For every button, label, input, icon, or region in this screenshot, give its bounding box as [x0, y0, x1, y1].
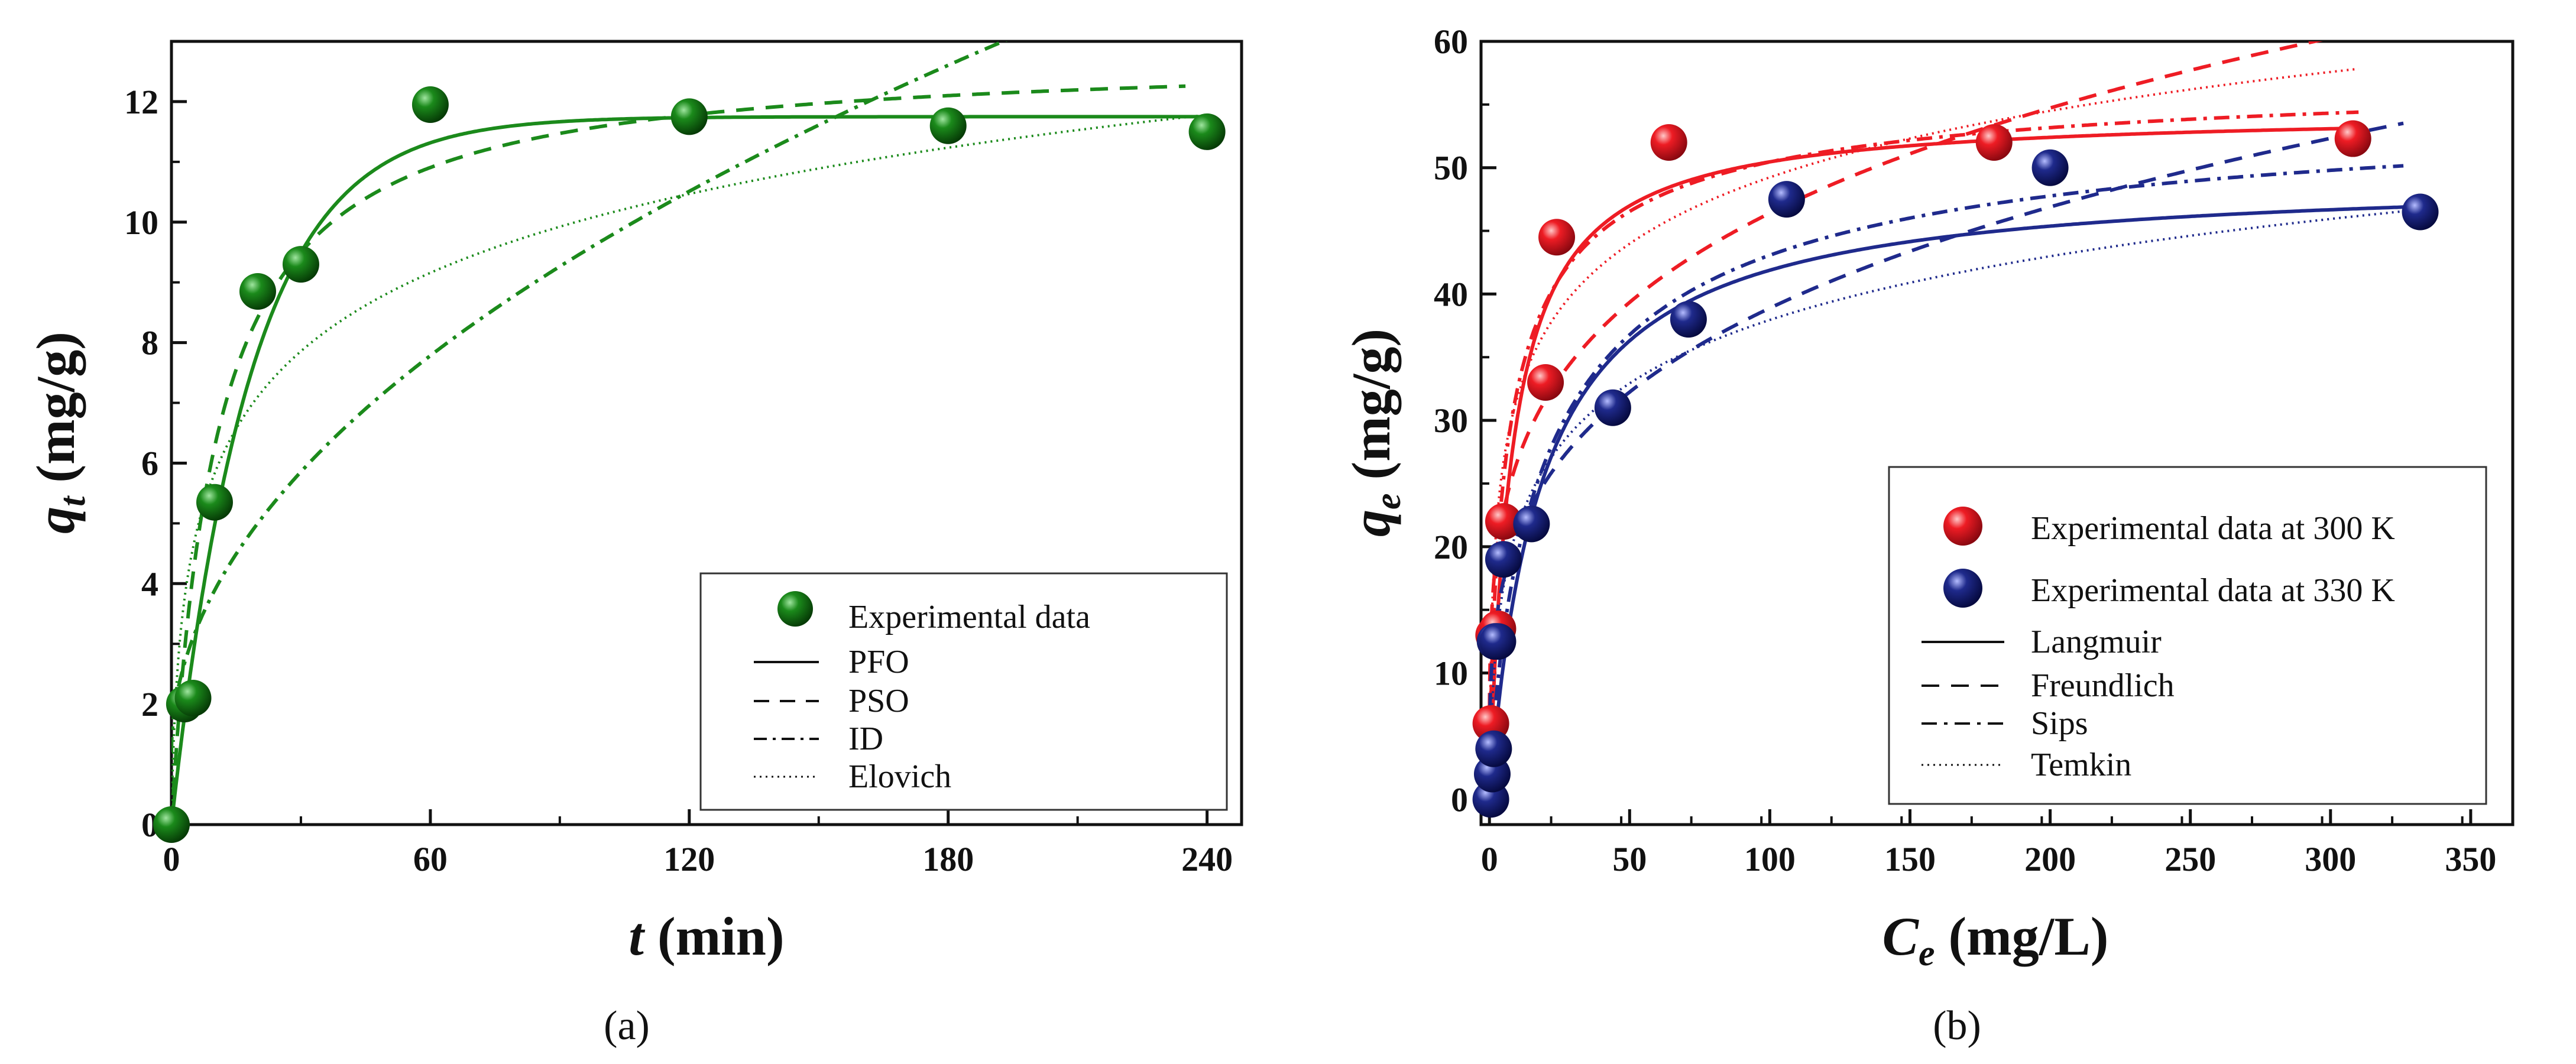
b-x-tick-label: 100: [1744, 840, 1796, 878]
b-y-tick-label: 30: [1434, 401, 1468, 440]
b-curve-freundlich-330-k: [1488, 121, 2404, 800]
legend-label-300k: Experimental data at 300 K: [2031, 510, 2395, 547]
b-data-point: [1479, 623, 1517, 660]
b-x-tick-label: 350: [2445, 840, 2496, 878]
b-data-point: [1475, 730, 1512, 767]
a-data-point: [929, 107, 967, 144]
b-data-point: [1538, 219, 1576, 256]
a-data-point: [174, 679, 212, 716]
chart-panel-b: 0 10 20 30 40 50 60 0 50 100 150 200 250 300 350 Ce (…: [1341, 22, 2515, 1049]
a-data-point: [282, 246, 319, 283]
a-y-tick-label: 2: [141, 685, 158, 724]
b-data-point: [1670, 301, 1707, 338]
legend-box-b: [1888, 466, 2487, 805]
legend-b: Experimental data at 300 K Experimental …: [1888, 466, 2487, 805]
a-x-tick-label: 60: [413, 840, 448, 878]
b-data-point: [1650, 124, 1687, 161]
legend-label-pso: PSO: [848, 683, 909, 719]
b-data-point: [1768, 181, 1805, 218]
legend-a: Experimental data PFO PSO ID Elovich: [699, 572, 1228, 811]
a-y-tick-label: 8: [141, 324, 158, 362]
a-y-tick-label: 12: [124, 83, 158, 121]
a-curve-elovich: [171, 113, 1207, 825]
panel-label-a: (a): [604, 1003, 650, 1049]
a-y-tick-label: 4: [141, 565, 158, 603]
a-data-point: [670, 98, 708, 135]
x-axis-title-a: t (min): [628, 906, 784, 966]
legend-marker-experimental: [777, 591, 813, 627]
b-data-point: [2334, 120, 2371, 157]
b-data-point: [1485, 503, 1522, 540]
a-y-tick-label: 10: [124, 203, 158, 242]
b-curve-langmuir-330-k: [1488, 205, 2415, 800]
b-curve-sips-300-k: [1488, 110, 2359, 800]
legend-label-sips: Sips: [2031, 705, 2088, 742]
b-data-point: [2402, 193, 2439, 231]
a-data-point: [1188, 113, 1226, 150]
legend-label-330k: Experimental data at 330 K: [2031, 572, 2395, 609]
b-curve-sips-330-k: [1488, 164, 2404, 800]
plot-frame-a: [170, 40, 1243, 826]
b-y-tick-label: 40: [1434, 275, 1468, 313]
b-curve-temkin-300-k: [1488, 67, 2359, 800]
legend-label-elovich: Elovich: [848, 758, 951, 795]
a-curve-id: [171, 41, 1008, 752]
a-data-point: [153, 806, 190, 843]
y-ticks-b: 0 10 20 30 40 50 60: [1434, 22, 1496, 819]
a-y-tick-label: 6: [141, 444, 158, 482]
a-x-tick-label: 180: [922, 840, 974, 878]
a-x-tick-label: 120: [663, 840, 715, 878]
legend-label-temkin: Temkin: [2031, 747, 2131, 783]
a-x-tick-label: 240: [1181, 840, 1233, 878]
x-ticks-b: 0 50 100 150 200 250 300 350: [1480, 809, 2496, 878]
plot-frame-b: [1479, 40, 2515, 826]
b-data-point: [1594, 389, 1631, 426]
b-data-point: [2031, 149, 2069, 186]
legend-label-pfo: PFO: [848, 644, 909, 680]
x-ticks-a: 0 60 120 180 240: [163, 809, 1233, 878]
chart-panel-a: 0 2 4 6 8 10 12 0 60 120 180 240 t (min) qt (mg/g)…: [25, 40, 1243, 1049]
b-x-tick-label: 250: [2165, 840, 2216, 878]
legend-label-langmuir: Langmuir: [2031, 624, 2162, 660]
legend-label-freundlich: Freundlich: [2031, 667, 2175, 704]
data-points-b: [1472, 120, 2439, 818]
b-x-tick-label: 50: [1612, 840, 1647, 878]
b-x-tick-label: 150: [1884, 840, 1936, 878]
data-points-a: [153, 86, 1226, 843]
b-x-tick-label: 200: [2024, 840, 2076, 878]
b-y-tick-label: 10: [1434, 654, 1468, 693]
a-data-point: [411, 86, 449, 124]
b-y-tick-label: 0: [1451, 780, 1468, 819]
y-axis-title-a: qt (mg/g): [25, 332, 93, 534]
b-y-tick-label: 50: [1434, 149, 1468, 187]
panel-label-b: (b): [1933, 1003, 1981, 1049]
b-y-tick-label: 60: [1434, 22, 1468, 61]
b-x-tick-label: 0: [1481, 840, 1498, 878]
a-data-point: [239, 273, 276, 310]
a-curve-pso: [171, 84, 1186, 825]
b-data-point: [1513, 505, 1550, 543]
a-x-tick-label: 0: [163, 840, 180, 878]
x-axis-title-b: Ce (mg/L): [1882, 906, 2109, 974]
b-x-tick-label: 300: [2305, 840, 2356, 878]
b-data-point: [1527, 364, 1564, 401]
a-data-point: [196, 484, 233, 521]
y-axis-title-b: qe (mg/g): [1341, 329, 1408, 537]
b-curve-temkin-330-k: [1488, 209, 2409, 800]
b-y-tick-label: 20: [1434, 528, 1468, 566]
b-data-point: [1975, 124, 2013, 161]
legend-label-id: ID: [848, 721, 883, 757]
b-data-point: [1485, 541, 1522, 578]
legend-label-experimental: Experimental data: [848, 599, 1090, 635]
legend-marker-330k: [1943, 569, 1982, 608]
legend-marker-300k: [1943, 507, 1982, 546]
